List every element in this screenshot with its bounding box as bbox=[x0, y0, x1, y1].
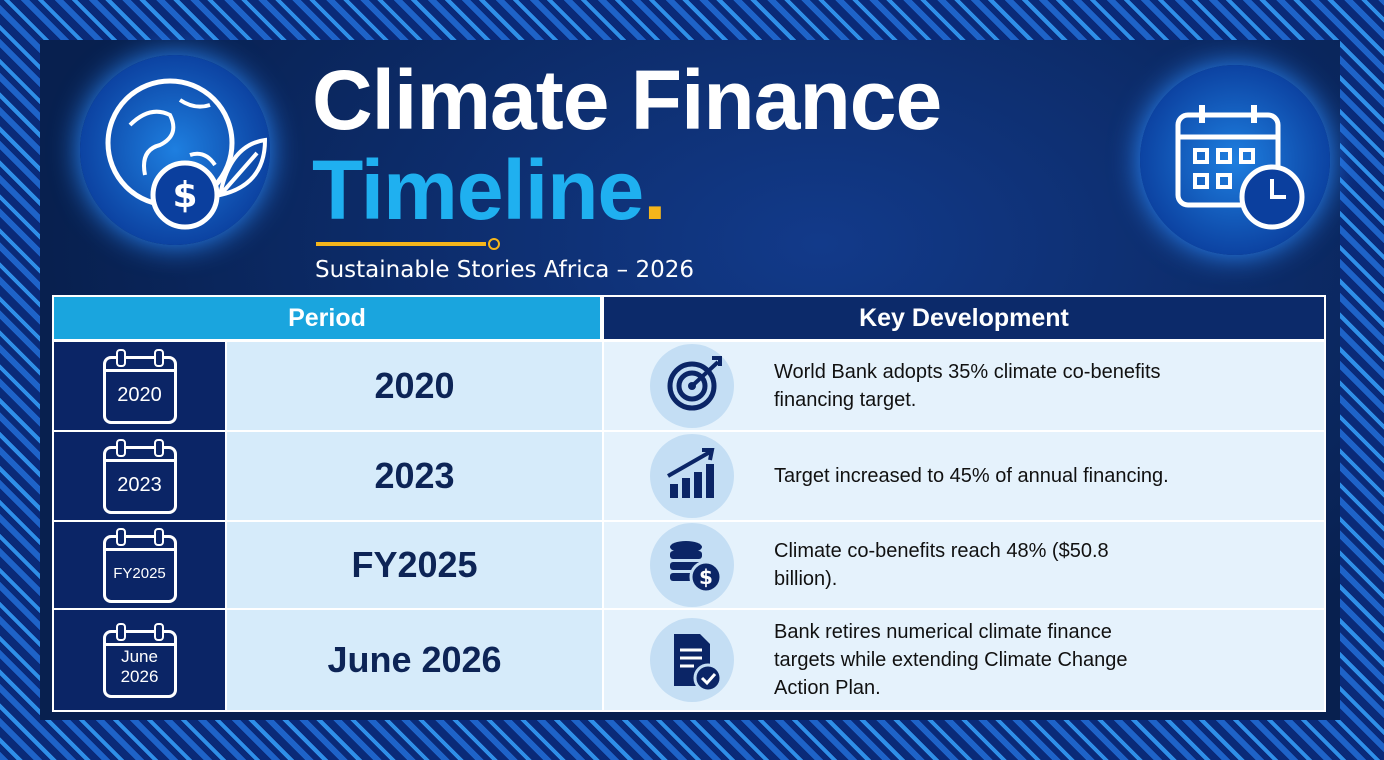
calendar-icon: 2020 bbox=[102, 349, 177, 424]
calendar-pin bbox=[153, 349, 164, 367]
development-cell: Target increased to 45% of annual financ… bbox=[604, 432, 1324, 520]
calendar-clock-icon bbox=[1175, 105, 1305, 230]
development-text: Bank retires numerical climate finance t… bbox=[774, 621, 1128, 699]
table-row: 2023 2023 Target increased to 45% of annua… bbox=[54, 432, 1324, 520]
calendar-badge bbox=[1140, 65, 1330, 255]
calendar-pin bbox=[115, 528, 126, 546]
calendar-cell: 2023 bbox=[54, 432, 225, 520]
underline bbox=[316, 242, 486, 246]
globe-icon: $ bbox=[105, 78, 268, 230]
calendar-pin bbox=[115, 623, 126, 641]
development-icon bbox=[650, 618, 734, 702]
calendar-label: FY2025 bbox=[113, 565, 166, 582]
development-text: Target increased to 45% of annual financ… bbox=[774, 465, 1169, 487]
development-cell: World Bank adopts 35% climate co-benefit… bbox=[604, 342, 1324, 430]
calendar-cell: FY2025 bbox=[54, 522, 225, 608]
calendar-pin bbox=[115, 439, 126, 457]
calendar-pin bbox=[153, 439, 164, 457]
title-line2: Timeline. bbox=[312, 148, 667, 232]
icon-glyph bbox=[667, 448, 715, 498]
calendar-icon: June 2026 bbox=[102, 623, 177, 698]
period: June 2026 bbox=[227, 610, 602, 710]
calendar-label: 2023 bbox=[117, 474, 162, 496]
development-cell: $ Climate co-benefits reach 48% ($50.8 bi… bbox=[604, 522, 1324, 608]
development-icon bbox=[650, 434, 734, 518]
calendar-label: 2020 bbox=[117, 384, 162, 406]
subtitle: Sustainable Stories Africa – 2026 bbox=[315, 257, 695, 283]
underline-dot bbox=[488, 238, 500, 250]
timeline-table: Period Key Development 2020 2020 World Ban… bbox=[52, 295, 1326, 712]
development-text: World Bank adopts 35% climate co-benefit… bbox=[774, 361, 1161, 411]
table-row: FY2025 FY2025 $ Climate co-benefits reach 4… bbox=[54, 522, 1324, 608]
globe-badge: $ bbox=[80, 55, 270, 245]
calendar-cell: 2020 bbox=[54, 342, 225, 430]
development-cell: Bank retires numerical climate finance t… bbox=[604, 610, 1324, 710]
calendar-pin bbox=[153, 528, 164, 546]
svg-text:$: $ bbox=[172, 175, 197, 216]
column-header: Key Development bbox=[604, 297, 1324, 339]
calendar-pin bbox=[153, 623, 164, 641]
svg-text:$: $ bbox=[699, 565, 713, 589]
title-accent: . bbox=[643, 143, 666, 237]
development-icon: $ bbox=[650, 523, 734, 607]
calendar-pin bbox=[115, 349, 126, 367]
table-row: 2020 2020 World Bank adopts 35% climate co… bbox=[54, 342, 1324, 430]
calendar-cell: June 2026 bbox=[54, 610, 225, 710]
column-header: Period bbox=[54, 297, 600, 339]
period: FY2025 bbox=[227, 522, 602, 608]
period: 2020 bbox=[227, 342, 602, 430]
icon-glyph bbox=[674, 634, 723, 693]
calendar-label: June bbox=[121, 647, 158, 666]
period: 2023 bbox=[227, 432, 602, 520]
icon-glyph: $ bbox=[670, 541, 723, 594]
title-line1: Climate Finance bbox=[312, 53, 942, 147]
calendar-icon: FY2025 bbox=[102, 528, 177, 603]
table-row: June 2026 June 2026 Bank retires numerical … bbox=[54, 610, 1324, 710]
calendar-icon: 2023 bbox=[102, 439, 177, 514]
development-icon bbox=[650, 344, 734, 428]
development-text: Climate co-benefits reach 48% ($50.8 bil… bbox=[774, 540, 1109, 590]
icon-glyph bbox=[667, 356, 722, 411]
calendar-label: 2026 bbox=[120, 667, 159, 686]
title-word: Timeline bbox=[312, 143, 644, 237]
